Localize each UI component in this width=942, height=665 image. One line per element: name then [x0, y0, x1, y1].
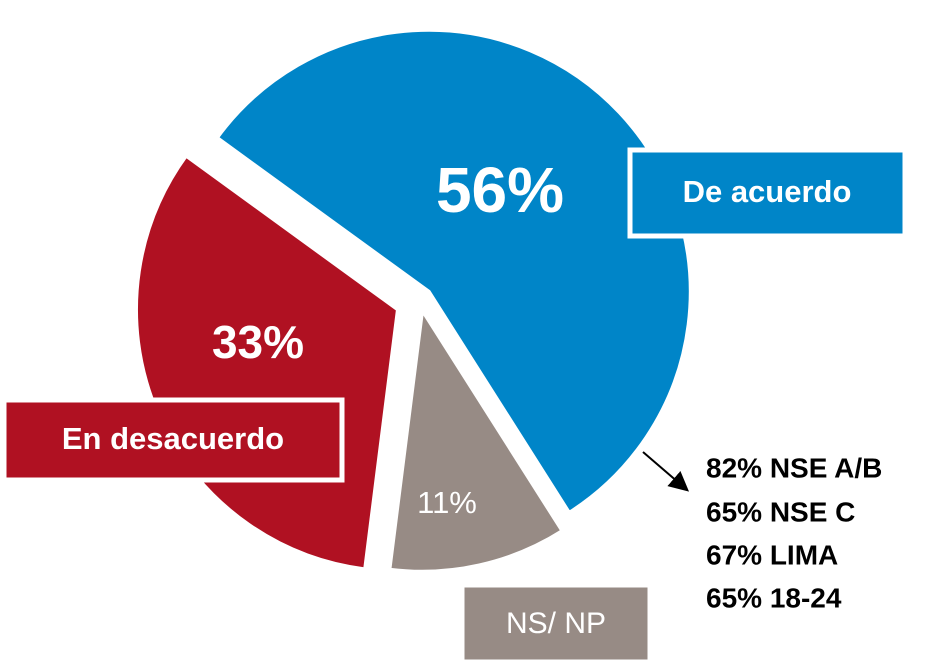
legend-box — [627, 147, 908, 239]
legend-box — [459, 582, 653, 665]
pie — [134, 27, 693, 574]
arrow — [642, 451, 690, 492]
annotation: 65% 18-24 — [706, 582, 842, 613]
pie-slice — [387, 303, 566, 574]
legend-box — [1, 397, 345, 483]
annotation: 82% NSE A/B — [706, 452, 882, 483]
data-label: 33% — [212, 316, 304, 368]
annotation: 67% LIMA — [706, 539, 838, 570]
legend-label: NS/ NP — [506, 607, 606, 640]
pie-slice — [213, 27, 693, 516]
legend-label: En desacuerdo — [62, 421, 284, 456]
annotation: 65% NSE C — [706, 496, 855, 527]
legend-label: De acuerdo — [683, 174, 852, 209]
data-label: 11% — [417, 485, 477, 520]
data-label: 56% — [436, 154, 564, 226]
